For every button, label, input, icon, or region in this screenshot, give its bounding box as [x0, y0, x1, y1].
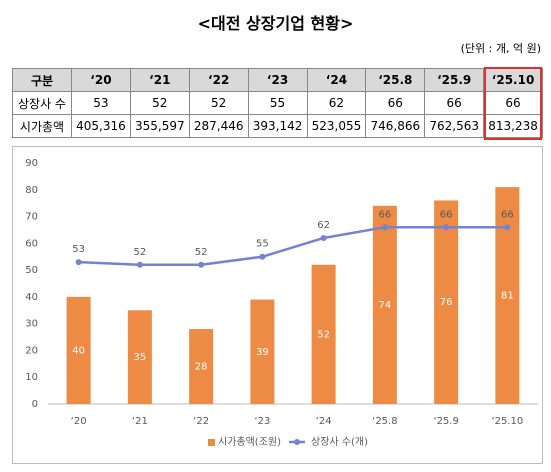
- table-cell: 52: [129, 91, 190, 115]
- table-cell: 52: [188, 91, 249, 115]
- x-tick-label: ‘25.10: [491, 416, 523, 427]
- table-cell: 746,866: [365, 114, 426, 138]
- bar-label: 52: [317, 329, 330, 340]
- y-tick-label: 0: [32, 399, 38, 410]
- table-cell: 53: [71, 91, 131, 115]
- x-tick-label: ‘25.8: [372, 416, 397, 427]
- x-tick-label: ‘20: [71, 416, 87, 427]
- table-cell: 287,446: [188, 114, 249, 138]
- table-cell: 구분: [12, 68, 72, 92]
- y-tick-label: 90: [25, 158, 38, 169]
- table-cell: 62: [306, 91, 367, 115]
- legend-swatch: [208, 439, 215, 446]
- legend-swatch: [294, 439, 301, 445]
- line-label: 55: [256, 239, 269, 250]
- x-tick-label: ‘23: [254, 416, 270, 427]
- line-label: 62: [317, 220, 330, 231]
- table-cell: 355,597: [129, 114, 190, 138]
- bar: [250, 299, 275, 404]
- bar-label: 39: [256, 347, 269, 358]
- table-cell: ‘22: [188, 68, 249, 92]
- table-cell: ‘24: [306, 68, 367, 92]
- table-cell: ‘25.9: [424, 68, 485, 92]
- bar: [189, 329, 214, 404]
- table-cell: 405,316: [71, 114, 131, 138]
- y-tick-label: 50: [25, 265, 38, 276]
- bar-label: 35: [134, 352, 147, 363]
- table-cell: ‘20: [71, 68, 131, 92]
- line-label: 66: [501, 209, 514, 220]
- line-point: [75, 259, 82, 266]
- bar-label: 28: [195, 362, 208, 373]
- line: [78, 226, 508, 267]
- bar: [311, 264, 336, 404]
- y-tick-label: 30: [25, 319, 38, 330]
- table-cell: 상장사 수: [12, 91, 72, 115]
- line-point: [381, 224, 388, 231]
- table-row: 상장사 수 53 52 52 55 62 66 66 66: [12, 91, 543, 115]
- bar: [495, 187, 520, 404]
- unit: (단위 : 개, 억 원): [460, 42, 541, 55]
- x-tick-label: ‘24: [316, 416, 332, 427]
- table: 구분 ‘20 ‘21 ‘22 ‘23 ‘24 ‘25.8 ‘25.9 ‘25.10 상장사 수 53…: [12, 68, 543, 138]
- table-cell: ‘25.10: [483, 68, 543, 92]
- x-tick-label: ‘22: [193, 416, 209, 427]
- line-label: 52: [134, 247, 147, 258]
- y-tick-label: 40: [25, 292, 38, 303]
- x-tick-label: ‘21: [132, 416, 148, 427]
- bar-label: 74: [379, 300, 392, 311]
- bar-label: 40: [72, 345, 85, 356]
- bar: [372, 205, 397, 404]
- highlight-box: [484, 67, 542, 140]
- title: <대전 상장기업 현황>: [197, 14, 354, 33]
- line-point: [136, 261, 143, 268]
- legend-label: 상장사 수(개): [311, 436, 368, 448]
- line-label: 66: [379, 209, 392, 220]
- x-tick-label: ‘25.9: [433, 416, 458, 427]
- table-row: 시가총액 405,316 355,597 287,446 393,142 523,055 7…: [12, 114, 543, 138]
- table-cell: 55: [247, 91, 308, 115]
- line-point: [320, 234, 327, 241]
- legend-label: 시가총액(조원): [218, 436, 281, 448]
- y-tick-label: 60: [25, 238, 38, 249]
- line-label: 66: [440, 209, 453, 220]
- bar: [66, 296, 91, 404]
- table-cell: 523,055: [306, 114, 367, 138]
- line-point: [259, 253, 266, 260]
- chart: 0 10 20 30 40 50 60 70 80 90 ‘20 ‘21 ‘22 ‘23 ‘24 ‘25.8 ‘…: [12, 146, 543, 464]
- line-point: [504, 224, 511, 231]
- line-point: [443, 224, 450, 231]
- y-tick-label: 80: [25, 185, 38, 196]
- table-cell: 시가총액: [12, 114, 72, 138]
- table-cell: 66: [365, 91, 426, 115]
- bar: [127, 310, 152, 404]
- table-row: 구분 ‘20 ‘21 ‘22 ‘23 ‘24 ‘25.8 ‘25.9 ‘25.10: [12, 68, 543, 92]
- table-cell: 762,563: [424, 114, 485, 138]
- table-cell: ‘21: [129, 68, 190, 92]
- y-tick-label: 10: [25, 372, 38, 383]
- y-tick-label: 20: [25, 345, 38, 356]
- chart-frame: [12, 146, 543, 464]
- table-cell: ‘25.8: [365, 68, 426, 92]
- bar: [434, 200, 459, 404]
- bar-label: 76: [440, 297, 453, 308]
- line-label: 52: [195, 247, 208, 258]
- line-label: 53: [72, 244, 85, 255]
- table-cell: 66: [424, 91, 485, 115]
- table-cell: 393,142: [247, 114, 308, 138]
- y-tick-label: 70: [25, 212, 38, 223]
- bar-label: 81: [501, 291, 514, 302]
- table-cell: ‘23: [247, 68, 308, 92]
- table-cell: 813,238: [483, 114, 543, 138]
- line-point: [198, 261, 205, 268]
